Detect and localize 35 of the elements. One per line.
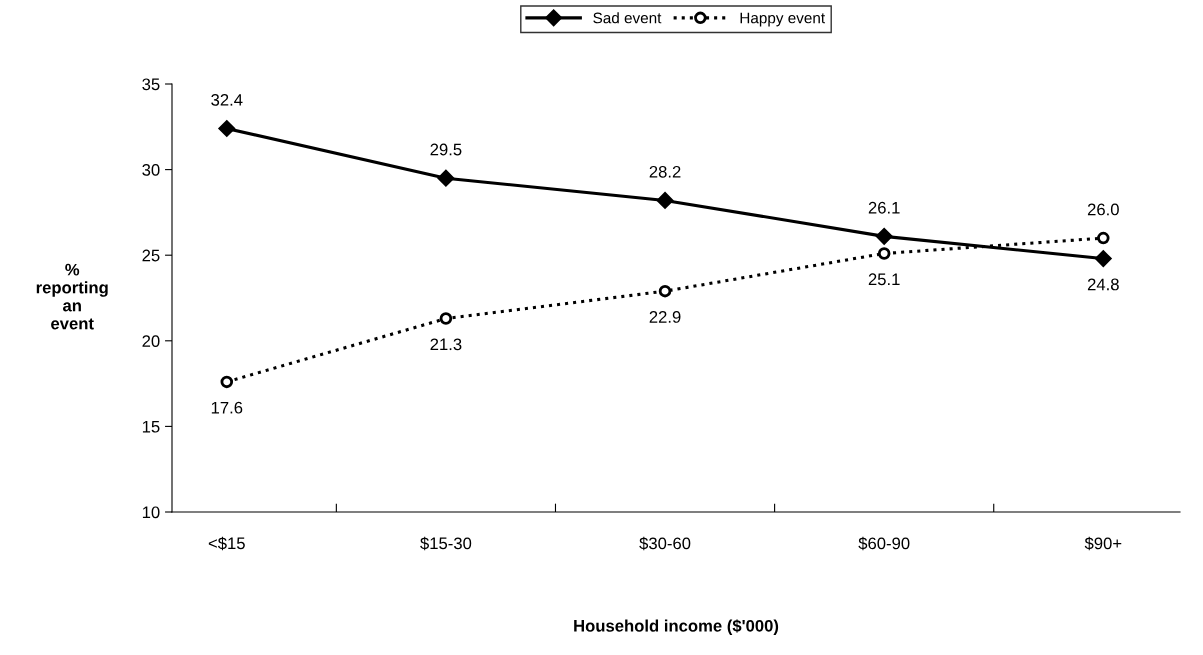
data-label: 24.8	[1087, 278, 1119, 291]
data-label: 28.2	[649, 165, 681, 178]
data-label: 25.1	[868, 273, 900, 286]
x-tick-label: $90+	[1084, 536, 1122, 551]
x-tick-label: $60-90	[858, 536, 910, 551]
y-axis-title: % reporting an event	[36, 263, 108, 330]
x-tick-label: $15-30	[420, 536, 472, 551]
data-label: 26.1	[868, 201, 900, 214]
x-tick-label: $30-60	[639, 536, 691, 551]
y-tick-label: 20	[142, 335, 160, 347]
point	[439, 312, 453, 325]
data-label: 22.9	[649, 311, 681, 323]
point	[220, 375, 234, 389]
data-label: 17.6	[211, 401, 243, 414]
data-label: 26.0	[1087, 203, 1119, 216]
x-axis-title: Household income ($'000)	[574, 619, 779, 636]
legend-label: Sad event	[593, 12, 662, 24]
point	[1095, 250, 1112, 267]
y-tick-label: 35	[142, 78, 160, 91]
point	[437, 169, 455, 187]
point	[875, 228, 893, 245]
y-tick-label: 25	[142, 249, 160, 262]
point	[1097, 231, 1110, 245]
point	[656, 192, 674, 209]
point	[218, 120, 236, 137]
point	[658, 284, 672, 298]
y-tick-label: 30	[142, 164, 160, 176]
point	[877, 247, 891, 260]
data-label: 21.3	[430, 338, 462, 351]
y-tick-label: 15	[142, 420, 160, 433]
data-label: 32.4	[211, 93, 243, 106]
legend-label: Happy event	[740, 12, 825, 27]
y-tick-label: 10	[142, 506, 160, 519]
data-label: 29.5	[430, 143, 462, 156]
x-tick-label: <$15	[208, 536, 245, 551]
